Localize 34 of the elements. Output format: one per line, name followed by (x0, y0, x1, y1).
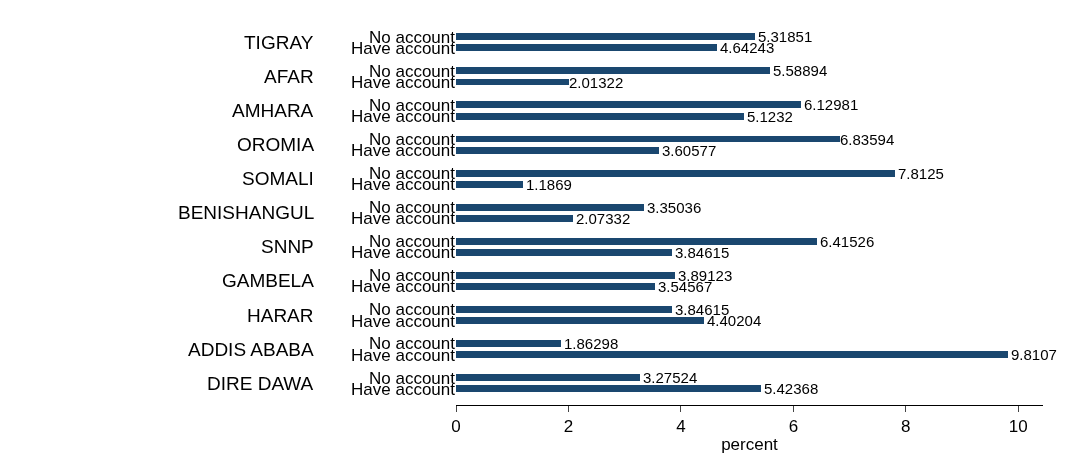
text: ADDIS ABABA (188, 339, 314, 360)
x-tick-label: 0 (451, 417, 461, 437)
text: DIRE DAWA (207, 373, 314, 394)
x-tick-label: 6 (788, 417, 799, 437)
data-label: 3.60577 (662, 142, 717, 159)
data-label: 1.86298 (564, 335, 619, 352)
data-label: 9.8107 (1011, 346, 1057, 363)
text: HARAR (247, 305, 314, 326)
data-label: 5.58894 (773, 62, 828, 79)
data-label: 6.41526 (820, 233, 875, 250)
text: TIGRAY (244, 32, 314, 53)
data-label: 7.8125 (898, 165, 944, 182)
text: AMHARA (232, 100, 314, 121)
data-label: 5.1232 (747, 108, 793, 125)
x-tick-label: 4 (676, 417, 686, 437)
data-label: 3.35036 (647, 199, 702, 216)
x-tick-label: 8 (901, 417, 911, 437)
text: SOMALI (242, 168, 314, 189)
text: AFAR (264, 66, 314, 87)
data-label: 3.84615 (675, 244, 730, 261)
text: BENISHANGUL (178, 202, 315, 223)
text: GAMBELA (222, 270, 315, 291)
data-label: 3.27524 (643, 369, 698, 386)
data-label: 6.83594 (840, 130, 895, 148)
text: OROMIA (237, 134, 315, 155)
data-label: 6.12981 (804, 96, 859, 113)
data-label: 2.01322 (569, 73, 624, 91)
x-tick-label: 2 (563, 417, 574, 437)
data-label: 5.42368 (764, 380, 819, 397)
text: SNNP (261, 236, 314, 257)
x-tick-label: 10 (1008, 417, 1028, 437)
data-label: 2.07332 (576, 210, 631, 227)
data-label: 1.1869 (526, 176, 572, 193)
x-axis-title: percent (721, 434, 779, 454)
